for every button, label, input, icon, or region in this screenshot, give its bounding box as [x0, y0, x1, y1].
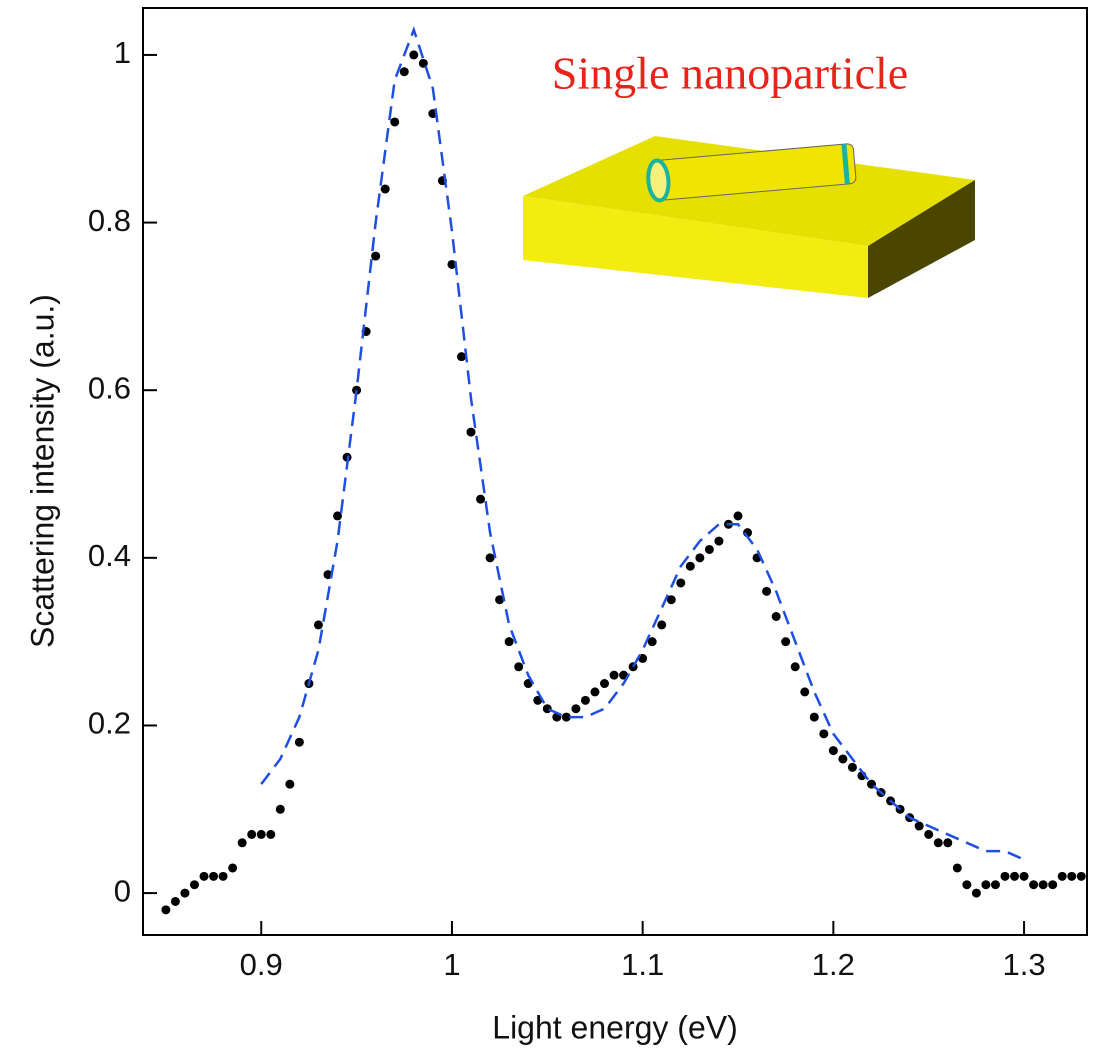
data-point	[609, 670, 619, 680]
data-point	[838, 754, 848, 764]
data-point	[189, 880, 199, 890]
data-point	[1067, 871, 1077, 881]
data-point	[495, 595, 505, 605]
data-point	[313, 620, 323, 630]
data-point	[218, 871, 228, 881]
data-point	[1048, 880, 1058, 890]
annotation: Single nanoparticle	[552, 48, 908, 99]
data-point	[228, 863, 238, 873]
data-point	[418, 58, 428, 68]
data-point	[456, 352, 466, 362]
data-point	[600, 679, 610, 689]
data-point	[590, 687, 600, 697]
data-point	[952, 863, 962, 873]
data-point	[580, 695, 590, 705]
data-point	[924, 829, 934, 839]
data-point	[285, 779, 295, 789]
data-point	[828, 746, 838, 756]
x-tick-label: 1.1	[621, 947, 664, 982]
data-point	[476, 494, 486, 504]
y-tick-label: 0.8	[88, 203, 131, 238]
data-point	[981, 880, 991, 890]
data-point	[695, 553, 705, 563]
data-point	[275, 804, 285, 814]
data-point	[485, 553, 495, 563]
data-point	[333, 511, 343, 521]
data-point	[990, 880, 1000, 890]
data-point	[933, 838, 943, 848]
fit-line	[260, 26, 1025, 861]
data-point	[800, 687, 810, 697]
x-axis-label: Light energy (eV)	[492, 1009, 737, 1045]
data-point	[943, 838, 953, 848]
data-point	[504, 637, 514, 647]
data-point	[1010, 871, 1020, 881]
data-point	[247, 829, 257, 839]
data-point	[380, 184, 390, 194]
plot-frame	[142, 7, 1088, 936]
x-tick-label: 1.2	[812, 947, 855, 982]
data-point	[647, 637, 657, 647]
data-point	[762, 586, 772, 596]
data-point	[666, 595, 676, 605]
data-point	[371, 251, 381, 261]
data-point	[209, 871, 219, 881]
data-point	[704, 544, 714, 554]
data-point	[657, 620, 667, 630]
data-point	[847, 762, 857, 772]
data-point	[971, 888, 981, 898]
y-tick-label: 0.6	[88, 370, 131, 405]
data-point	[294, 737, 304, 747]
data-point	[466, 427, 476, 437]
data-point	[1038, 880, 1048, 890]
data-point	[714, 536, 724, 546]
data-point	[399, 67, 409, 77]
data-point	[962, 880, 972, 890]
data-point	[542, 704, 552, 714]
data-point	[199, 871, 209, 881]
data-point	[161, 905, 171, 915]
data-point	[781, 637, 791, 647]
y-axis-label: Scattering intensity (a.u.)	[24, 294, 60, 648]
data-point	[914, 821, 924, 831]
data-point	[266, 829, 276, 839]
x-tick-label: 0.9	[240, 947, 283, 982]
data-point	[409, 50, 419, 60]
data-point	[1019, 871, 1029, 881]
data-point	[514, 662, 524, 672]
y-tick-label: 0.4	[88, 538, 131, 573]
data-point	[819, 729, 829, 739]
data-point	[790, 662, 800, 672]
y-tick-label: 1	[114, 35, 131, 70]
y-tick-label: 0.2	[88, 706, 131, 741]
x-tick-label: 1	[443, 947, 460, 982]
data-point	[390, 117, 400, 127]
data-point	[733, 511, 743, 521]
data-point	[561, 712, 571, 722]
data-point	[676, 578, 686, 588]
data-point	[1029, 880, 1039, 890]
data-point	[180, 888, 190, 898]
y-tick-label: 0	[114, 873, 131, 908]
data-point	[809, 712, 819, 722]
data-point	[571, 704, 581, 714]
data-point	[1000, 871, 1010, 881]
data-point	[1057, 871, 1067, 881]
x-tick-label: 1.3	[1003, 947, 1046, 982]
data-point	[771, 612, 781, 622]
data-point	[447, 259, 457, 269]
data-point	[170, 896, 180, 906]
data-point	[256, 829, 266, 839]
inset-illustration	[523, 136, 975, 298]
data-point	[685, 561, 695, 571]
data-point	[1076, 871, 1086, 881]
data-point	[237, 838, 247, 848]
